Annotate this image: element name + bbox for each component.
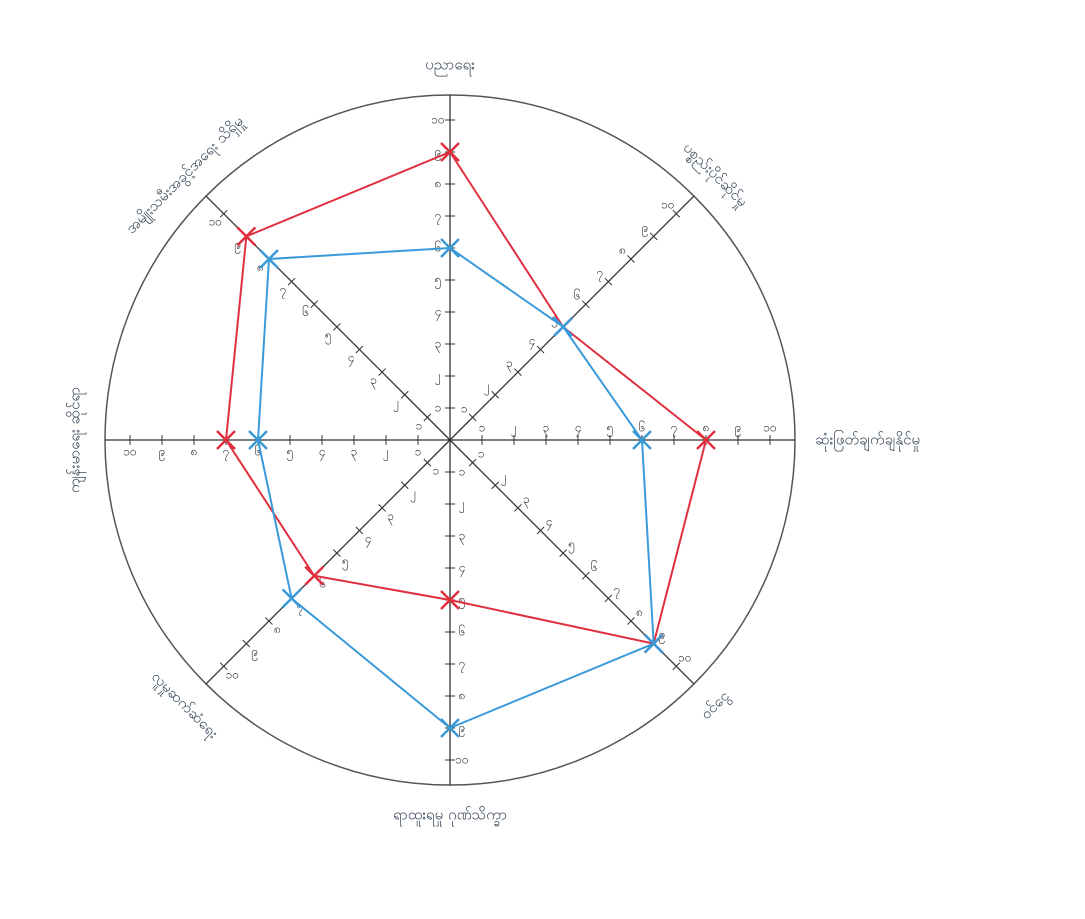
tick-label: ၈ bbox=[191, 445, 198, 459]
tick-label: ၁ bbox=[416, 418, 423, 432]
tick-label: ၂ bbox=[511, 421, 517, 438]
tick-label: ၇ bbox=[459, 657, 466, 674]
tick-label: ၁၀ bbox=[225, 667, 239, 681]
tick-label: ၁၀ bbox=[431, 113, 445, 127]
tick-label: ၅ bbox=[435, 273, 442, 290]
tick-label: ၁ bbox=[479, 421, 486, 435]
tick-label: ၁၀ bbox=[208, 215, 222, 229]
tick-label: ၆ bbox=[459, 624, 466, 639]
tick-label: ၃ bbox=[351, 445, 358, 462]
tick-label: ၂ bbox=[501, 469, 507, 486]
tick-label: ၉ bbox=[251, 645, 258, 662]
tick-label: ၁ bbox=[435, 401, 442, 415]
tick-label: ၅ bbox=[325, 328, 332, 345]
tick-label: ၁ bbox=[461, 401, 468, 415]
tick-label: ၃ bbox=[543, 421, 550, 438]
tick-label: ၁ bbox=[415, 445, 422, 459]
series-outline bbox=[226, 152, 706, 644]
tick-label: ၅ bbox=[459, 593, 466, 610]
tick-label: ၁ bbox=[432, 464, 439, 478]
tick-label: ၈ bbox=[703, 421, 710, 435]
tick-label: ၃ bbox=[435, 337, 442, 354]
tick-label: ၁၀ bbox=[455, 753, 469, 767]
tick-label: ၂ bbox=[393, 396, 399, 413]
tick-label: ၅ bbox=[568, 537, 575, 554]
tick-label: ၅ bbox=[342, 554, 349, 571]
series-outline bbox=[258, 248, 654, 728]
tick-label: ၂ bbox=[484, 379, 490, 396]
tick-label: ၄ bbox=[529, 334, 536, 351]
tick-label: ၁ bbox=[478, 447, 485, 461]
tick-label: ၆ bbox=[435, 240, 442, 255]
tick-label: ၇ bbox=[671, 421, 678, 438]
axis-label: ပညာရေး bbox=[425, 56, 475, 77]
tick-label: ၁၀ bbox=[678, 650, 692, 664]
tick-label: ၁၀ bbox=[763, 421, 777, 435]
tick-label: ၂ bbox=[459, 497, 465, 514]
tick-label: ၃ bbox=[523, 492, 530, 509]
axis-label: ကျန်းမာရေး ဆိုင်ရာ bbox=[66, 387, 87, 493]
tick-label: ၄ bbox=[575, 421, 582, 438]
tick-label: ၁၀ bbox=[123, 445, 137, 459]
tick-label: ၈ bbox=[459, 689, 466, 703]
tick-label: ၄ bbox=[435, 305, 442, 322]
axis-label: ဆုံးဖြတ်ချက်ချနိုင်မှု bbox=[815, 430, 920, 452]
tick-label: ၉ bbox=[735, 421, 742, 438]
tick-label: ၅ bbox=[607, 421, 614, 438]
tick-label: ၃ bbox=[370, 373, 377, 390]
tick-label: ၈ bbox=[274, 622, 281, 636]
tick-label: ၁၀ bbox=[661, 198, 675, 212]
tick-label: ၅ bbox=[287, 445, 294, 462]
tick-label: ၇ bbox=[435, 209, 442, 226]
axis-label: ရာထူးရမှု ဂုဏ်သိက္ခာ bbox=[393, 806, 507, 827]
tick-label: ၄ bbox=[459, 561, 466, 578]
tick-label: ၇ bbox=[597, 266, 604, 283]
chart: ၁၂၃၄၅၆၇၈၉၁၀ပညာရေး၁၂၃၄၅၆၇၈၉၁၀ပစ္စည်းပိုင်… bbox=[0, 0, 1085, 919]
tick-label: ၈ bbox=[636, 605, 643, 619]
tick-label: ၆ bbox=[639, 420, 646, 435]
tick-label: ၃ bbox=[459, 529, 466, 546]
axis-label: ဝင်ငွေ bbox=[697, 687, 735, 725]
axis-spoke bbox=[206, 440, 450, 684]
data-point bbox=[554, 318, 572, 336]
tick-label: ၇ bbox=[614, 582, 621, 599]
tick-label: ၂ bbox=[383, 445, 389, 462]
tick-label: ၉ bbox=[159, 445, 166, 462]
tick-label: ၄ bbox=[546, 515, 553, 532]
tick-label: ၄ bbox=[365, 531, 372, 548]
tick-label: ၆ bbox=[574, 287, 581, 302]
tick-label: ၈ bbox=[435, 177, 442, 191]
tick-label: ၃ bbox=[506, 356, 513, 373]
tick-label: ၄ bbox=[348, 350, 355, 367]
tick-label: ၇ bbox=[223, 445, 230, 462]
tick-label: ၆ bbox=[591, 559, 598, 574]
tick-label: ၉ bbox=[642, 220, 649, 237]
tick-label: ၁ bbox=[459, 465, 466, 479]
tick-label: ၂ bbox=[435, 369, 441, 386]
tick-label: ၇ bbox=[280, 283, 287, 300]
tick-label: ၄ bbox=[319, 445, 326, 462]
tick-label: ၈ bbox=[619, 243, 626, 257]
tick-label: ၆ bbox=[302, 304, 309, 319]
tick-label: ၃ bbox=[387, 509, 394, 526]
tick-label: ၂ bbox=[410, 486, 416, 503]
